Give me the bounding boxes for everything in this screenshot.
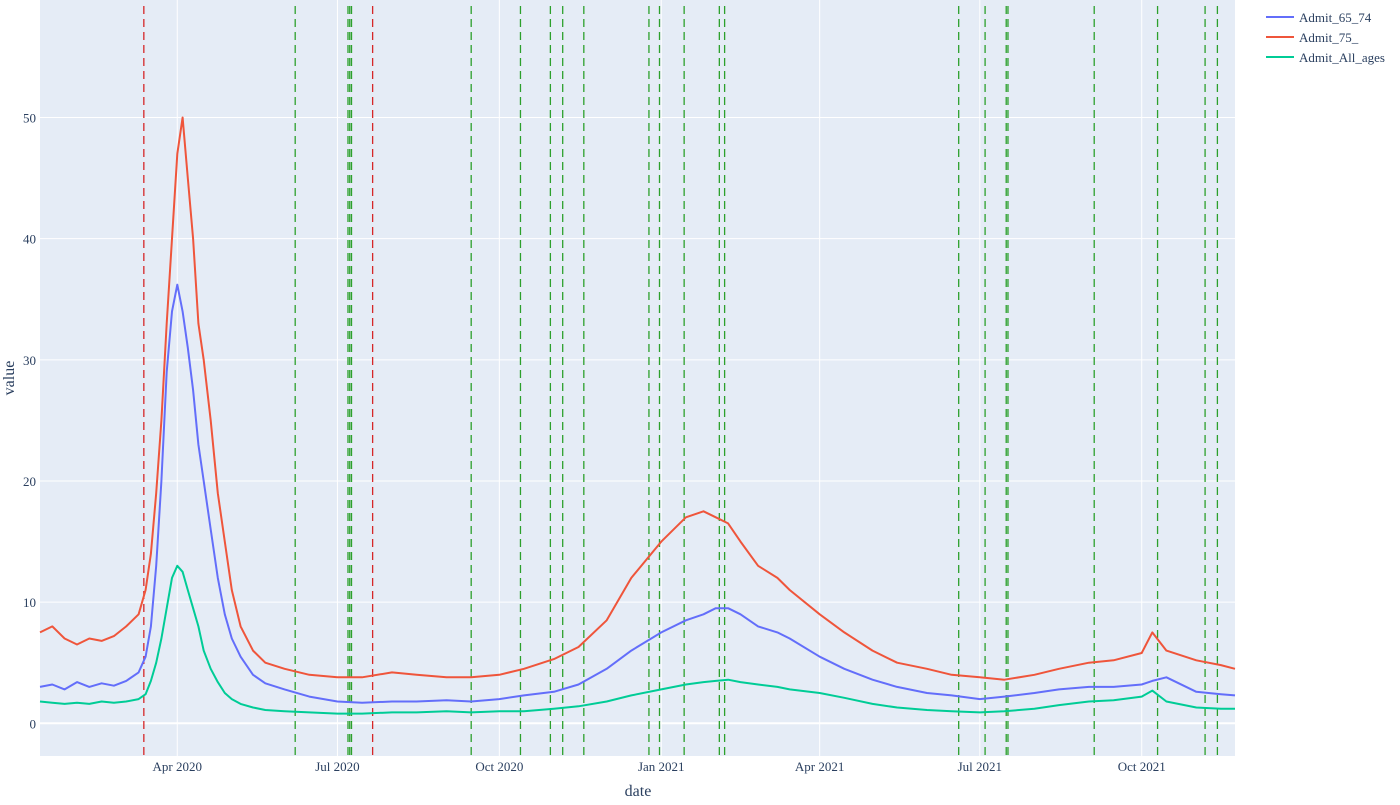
y-tick-label: 40 xyxy=(23,232,36,247)
axis-ticks: 0 10 20 30 40 50 Apr 2020 Jul 2020 Oct 2020 Jan 2… xyxy=(23,111,1166,774)
legend-label: Admit_All_ages xyxy=(1299,50,1385,65)
series-line-Admit_All_ages xyxy=(39,564,1235,715)
series-lines xyxy=(39,116,1236,715)
legend-label: Admit_65_74 xyxy=(1299,10,1372,25)
y-axis-title: value xyxy=(1,361,18,396)
x-tick-label: Apr 2020 xyxy=(153,759,202,774)
grid-lines xyxy=(40,0,1235,756)
x-tick-label: Oct 2020 xyxy=(475,759,523,774)
legend-item[interactable]: Admit_65_74 xyxy=(1266,10,1372,25)
x-tick-label: Apr 2021 xyxy=(795,759,844,774)
legend[interactable]: Admit_65_74 Admit_75_ Admit_All_ages xyxy=(1266,10,1385,65)
x-tick-label: Jan 2021 xyxy=(638,759,685,774)
x-tick-label: Jul 2021 xyxy=(958,759,1002,774)
legend-item[interactable]: Admit_75_ xyxy=(1266,30,1359,45)
x-tick-label: Oct 2021 xyxy=(1118,759,1166,774)
y-tick-label: 20 xyxy=(23,474,36,489)
series-line-Admit_65_74 xyxy=(39,283,1236,704)
x-axis-title: date xyxy=(625,783,652,800)
y-tick-label: 50 xyxy=(23,111,36,126)
series-line-Admit_75_ xyxy=(39,116,1236,681)
y-tick-label: 30 xyxy=(23,353,36,368)
legend-label: Admit_75_ xyxy=(1299,30,1359,45)
y-tick-label: 10 xyxy=(23,595,36,610)
y-tick-label: 0 xyxy=(30,716,37,731)
plot-background xyxy=(40,0,1235,756)
x-tick-label: Jul 2020 xyxy=(315,759,359,774)
legend-item[interactable]: Admit_All_ages xyxy=(1266,50,1385,65)
event-vertical-lines xyxy=(143,6,1219,756)
